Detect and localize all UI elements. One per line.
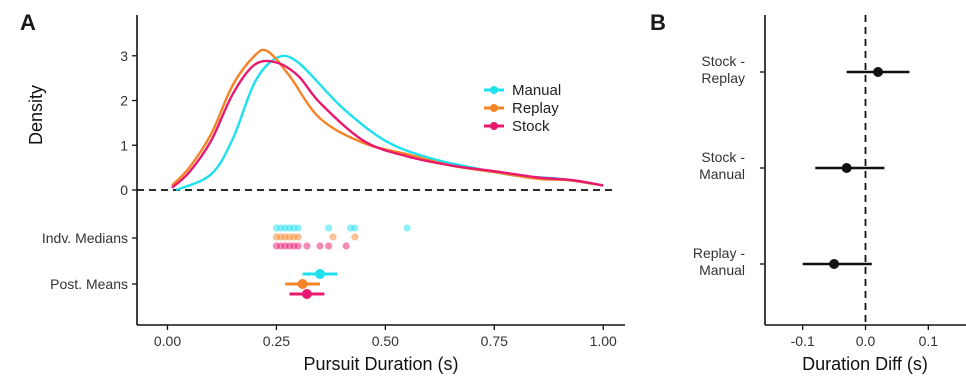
panel-b-x-tick-label: 0.0 — [856, 333, 876, 349]
panel-a-y-tick-label: 2 — [120, 93, 128, 109]
panel-a-indv-medians — [272, 224, 411, 250]
panel-a-y-axis-title: Density — [26, 85, 46, 145]
panel-a-axes — [132, 15, 625, 330]
post-mean-point-stock — [301, 289, 312, 299]
legend-swatch-dot-manual — [490, 86, 498, 94]
legend-swatch-dot-stock — [490, 122, 498, 130]
post-mean-point-replay — [297, 279, 308, 289]
panel-a-letter: A — [20, 10, 36, 35]
panel-b-axes — [760, 15, 966, 330]
indv-median-point-stock — [294, 242, 302, 250]
density-curve-replay — [171, 48, 604, 187]
indv-median-point-stock — [316, 242, 324, 250]
indv-median-point-replay — [329, 233, 337, 241]
legend-label-stock: Stock — [512, 118, 550, 135]
panel-a-row-label: Indv. Medians — [42, 230, 128, 246]
panel-b-category-label-line: Stock - — [701, 53, 745, 69]
panel-a-x-tick-label: 0.00 — [154, 333, 181, 349]
panel-b-category-label: Stock -Replay — [701, 53, 745, 86]
panel-b-category-label: Replay -Manual — [693, 245, 745, 278]
post-mean-point-manual — [315, 269, 325, 279]
panel-b-category-label: Stock -Manual — [699, 149, 745, 182]
panel-b-x-axis-title: Duration Diff (s) — [802, 354, 928, 374]
indv-median-point-manual — [403, 224, 411, 232]
panel-a-x-tick-label: 1.00 — [590, 333, 617, 349]
panel-b-category-label-line: Manual — [699, 166, 745, 182]
estimate-point — [829, 259, 840, 269]
panel-b-category-label-line: Replay — [701, 70, 745, 86]
density-curve-stock — [171, 59, 604, 189]
panel-b-x-tick-label: 0.1 — [919, 333, 939, 349]
indv-median-point-stock — [342, 242, 350, 250]
legend-label-manual: Manual — [512, 82, 561, 99]
indv-median-point-stock — [303, 242, 311, 250]
indv-median-point-manual — [294, 224, 302, 232]
legend-swatch-dot-replay — [490, 104, 498, 112]
panel-a-density-curves — [171, 48, 604, 192]
panel-a-post-means — [285, 269, 338, 299]
indv-median-point-manual — [325, 224, 333, 232]
panel-a-y-tick-label: 1 — [120, 137, 128, 153]
indv-median-point-replay — [351, 233, 359, 241]
estimate-point — [873, 67, 884, 77]
panel-b-estimates — [802, 67, 910, 269]
panel-a-row-label: Post. Means — [50, 276, 128, 292]
panel-b-x-tick-label: -0.1 — [791, 333, 815, 349]
panel-a-x-tick-label: 0.75 — [481, 333, 508, 349]
panel-a-x-axis-title: Pursuit Duration (s) — [303, 354, 458, 374]
panel-a-x-tick-label: 0.25 — [263, 333, 290, 349]
panel-b-category-label-line: Manual — [699, 262, 745, 278]
legend-label-replay: Replay — [512, 100, 559, 117]
indv-median-point-replay — [294, 233, 302, 241]
panel-a-y-tick-label: 3 — [120, 48, 128, 64]
panel-b-category-label-line: Replay - — [693, 245, 745, 261]
estimate-point — [841, 163, 852, 173]
panel-a-x-tick-label: 0.50 — [372, 333, 399, 349]
indv-median-point-manual — [351, 224, 359, 232]
panel-b-category-label-line: Stock - — [701, 149, 745, 165]
panel-a-labels: 0 1 2 3 0.00 0.25 0.50 0.75 1.00 Pursuit Duration… — [26, 48, 617, 374]
panel-b-letter: B — [650, 10, 666, 35]
panel-a-y-tick-label: 0 — [120, 182, 128, 198]
indv-median-point-stock — [325, 242, 333, 250]
